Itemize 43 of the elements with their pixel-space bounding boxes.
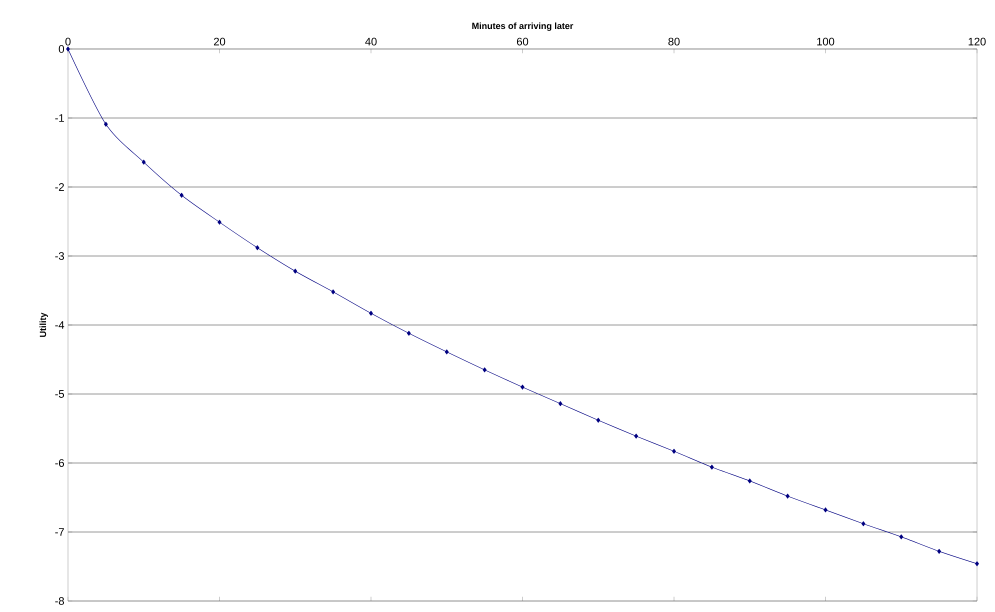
point [634,434,638,439]
x-tick-label: 100 [817,38,834,46]
x-tick-label: 40 [365,38,377,46]
point [293,268,298,274]
y-tick-label: -6 [55,459,64,467]
point [104,122,108,127]
x-tick-label: 0 [65,38,71,46]
point [975,561,979,566]
point [406,330,411,336]
y-tick-label: -4 [55,321,64,329]
y-tick-label: -2 [55,183,64,191]
point [142,160,146,165]
point [748,478,752,484]
point [255,245,260,250]
y-tick-label: -8 [55,597,64,605]
point [710,464,714,470]
point [672,448,676,454]
point [937,548,942,554]
y-axis-title: Utility [40,312,48,337]
point [66,46,70,52]
y-tick-label: -1 [55,114,64,122]
point [369,310,373,316]
point [482,367,487,372]
y-tick-label: -5 [55,390,64,398]
x-tick-label: 120 [968,38,986,46]
point [596,418,600,423]
x-axis-title: Minutes of arriving later [472,22,574,31]
x-tick-label: 80 [668,38,680,46]
point [444,349,449,354]
y-tick-label: -7 [55,528,64,536]
point [558,401,562,406]
y-tick-label: -3 [55,252,64,260]
x-tick-label: 60 [516,38,528,46]
point [331,289,336,294]
point [861,521,866,526]
y-tick-label: 0 [58,45,64,53]
point [218,220,222,225]
point [786,494,790,499]
point [520,384,524,390]
point [824,507,828,512]
point [899,534,904,540]
point [180,192,184,198]
x-tick-label: 20 [214,38,226,46]
